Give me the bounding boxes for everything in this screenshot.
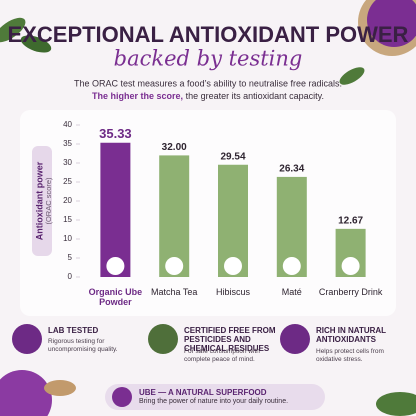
y-tick-label: 35 (63, 139, 72, 148)
feature: LAB TESTED Rigorous testing for uncomprom… (12, 322, 140, 378)
y-tick-label: 40 (63, 120, 72, 129)
bar (100, 142, 131, 277)
feature-text: Rigorous testing for uncompromising qual… (48, 338, 118, 353)
feature-icon (148, 324, 178, 354)
footer-icon (112, 387, 132, 407)
footer: UBE — A NATURAL SUPERFOOD Bring the power… (105, 384, 325, 410)
feature-text: For safe consumption with complete peace… (184, 348, 260, 363)
value-label: 26.34 (279, 164, 304, 175)
bar-icon (106, 257, 125, 275)
description-end: the greater its antioxidant capacity. (186, 91, 324, 101)
subtitle: backed by testing (114, 47, 303, 71)
y-tick-label: 15 (63, 215, 72, 224)
title: EXCEPTIONAL ANTIOXIDANT POWER (8, 22, 409, 47)
x-tick-label: Organic Ube Powder (88, 287, 143, 307)
bar-icon (165, 257, 184, 275)
feature: CERTIFIED FREE FROM PESTICIDES AND CHEMI… (148, 322, 276, 378)
footer-text: Bring the power of nature into your dail… (139, 398, 289, 405)
y-tick-label: 10 (63, 234, 72, 243)
x-tick-label: Maté (281, 287, 302, 297)
feature-icon (280, 324, 310, 354)
y-tick-label: 25 (63, 177, 72, 186)
feature: RICH IN NATURAL ANTIOXIDANTS Helps protec… (280, 322, 408, 378)
bar (159, 155, 190, 277)
x-tick-label: Hibiscus (215, 287, 250, 297)
bar-icon (282, 257, 301, 275)
feature-icon (12, 324, 42, 354)
footer-title: UBE — A NATURAL SUPERFOOD (139, 388, 267, 397)
y-label-note: (ORAC score) (44, 177, 53, 225)
value-label: 29.54 (220, 151, 245, 162)
bar-icon (224, 257, 242, 275)
value-label: 32.00 (162, 142, 187, 153)
feature-title: RICH IN NATURAL ANTIOXIDANTS (316, 326, 386, 344)
description-2: The higher the score, the greater its an… (92, 91, 324, 101)
y-label: Antioxidant power (34, 161, 44, 240)
y-tick-label: 5 (68, 253, 73, 262)
y-tick-label: 30 (63, 158, 72, 167)
highlight: The higher the score, (92, 91, 183, 101)
value-label: 12.67 (338, 215, 363, 226)
x-tick-label: Matcha Tea (151, 287, 198, 297)
y-tick-label: 20 (63, 196, 72, 205)
bar-icon (341, 257, 360, 275)
feature-title: CERTIFIED FREE FROM PESTICIDES AND CHEMI… (184, 326, 276, 353)
description: The ORAC test measures a food’s ability … (74, 78, 342, 88)
y-tick-label: 0 (68, 272, 73, 281)
value-label: 35.33 (99, 126, 132, 141)
x-tick-label: Cranberry Drink (318, 287, 383, 297)
feature-title: LAB TESTED (48, 326, 99, 335)
feature-text: Helps protect cells from oxidative stres… (316, 348, 384, 363)
